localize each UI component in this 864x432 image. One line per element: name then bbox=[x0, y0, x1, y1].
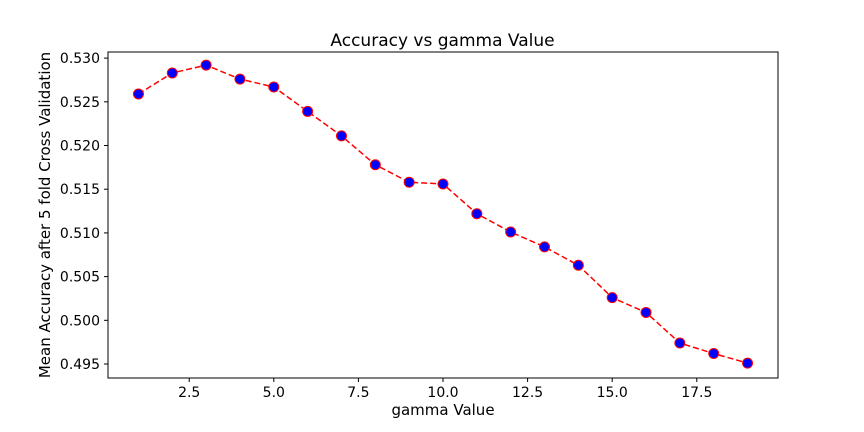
x-tick-label: 10.0 bbox=[427, 385, 458, 401]
data-point bbox=[166, 67, 178, 79]
data-point bbox=[335, 130, 347, 142]
x-axis-label: gamma Value bbox=[391, 401, 494, 419]
y-tick-label: 0.510 bbox=[60, 226, 100, 242]
y-tick-label: 0.520 bbox=[60, 139, 100, 155]
y-tick-label: 0.515 bbox=[60, 182, 100, 198]
data-point bbox=[606, 292, 618, 304]
x-tick-label: 15.0 bbox=[597, 385, 628, 401]
data-point bbox=[268, 81, 280, 93]
data-point bbox=[369, 159, 381, 171]
data-point bbox=[674, 337, 686, 349]
x-tick-label: 12.5 bbox=[512, 385, 543, 401]
y-tick-label: 0.525 bbox=[60, 95, 100, 111]
data-point bbox=[132, 88, 144, 100]
data-point bbox=[302, 105, 314, 117]
data-point bbox=[640, 306, 652, 318]
y-tick-label: 0.505 bbox=[60, 270, 100, 286]
data-point bbox=[200, 59, 212, 71]
data-point bbox=[708, 348, 720, 360]
data-point bbox=[539, 241, 551, 253]
data-point bbox=[505, 226, 517, 238]
y-tick-label: 0.500 bbox=[60, 313, 100, 329]
y-tick-label: 0.530 bbox=[60, 51, 100, 67]
chart-title: Accuracy vs gamma Value bbox=[330, 31, 554, 51]
data-point bbox=[742, 357, 754, 369]
data-point bbox=[471, 208, 483, 220]
data-point bbox=[403, 176, 415, 188]
data-point bbox=[234, 73, 246, 85]
y-tick-label: 0.495 bbox=[60, 357, 100, 373]
y-ticks: 0.495 0.500 0.505 0.510 0.515 0.520 0.525 0.530 bbox=[60, 51, 108, 373]
x-ticks: 2.5 5.0 7.5 10.0 12.5 15.0 17.5 bbox=[178, 378, 712, 401]
y-axis-label: Mean Accuracy after 5 fold Cross Validat… bbox=[36, 52, 54, 378]
data-point bbox=[572, 259, 584, 271]
plot-area-frame bbox=[107, 51, 779, 379]
x-tick-label: 5.0 bbox=[263, 385, 285, 401]
plot-series bbox=[132, 59, 754, 369]
x-tick-label: 17.5 bbox=[681, 385, 712, 401]
data-point bbox=[437, 178, 449, 190]
x-tick-label: 7.5 bbox=[347, 385, 369, 401]
x-tick-label: 2.5 bbox=[178, 385, 200, 401]
